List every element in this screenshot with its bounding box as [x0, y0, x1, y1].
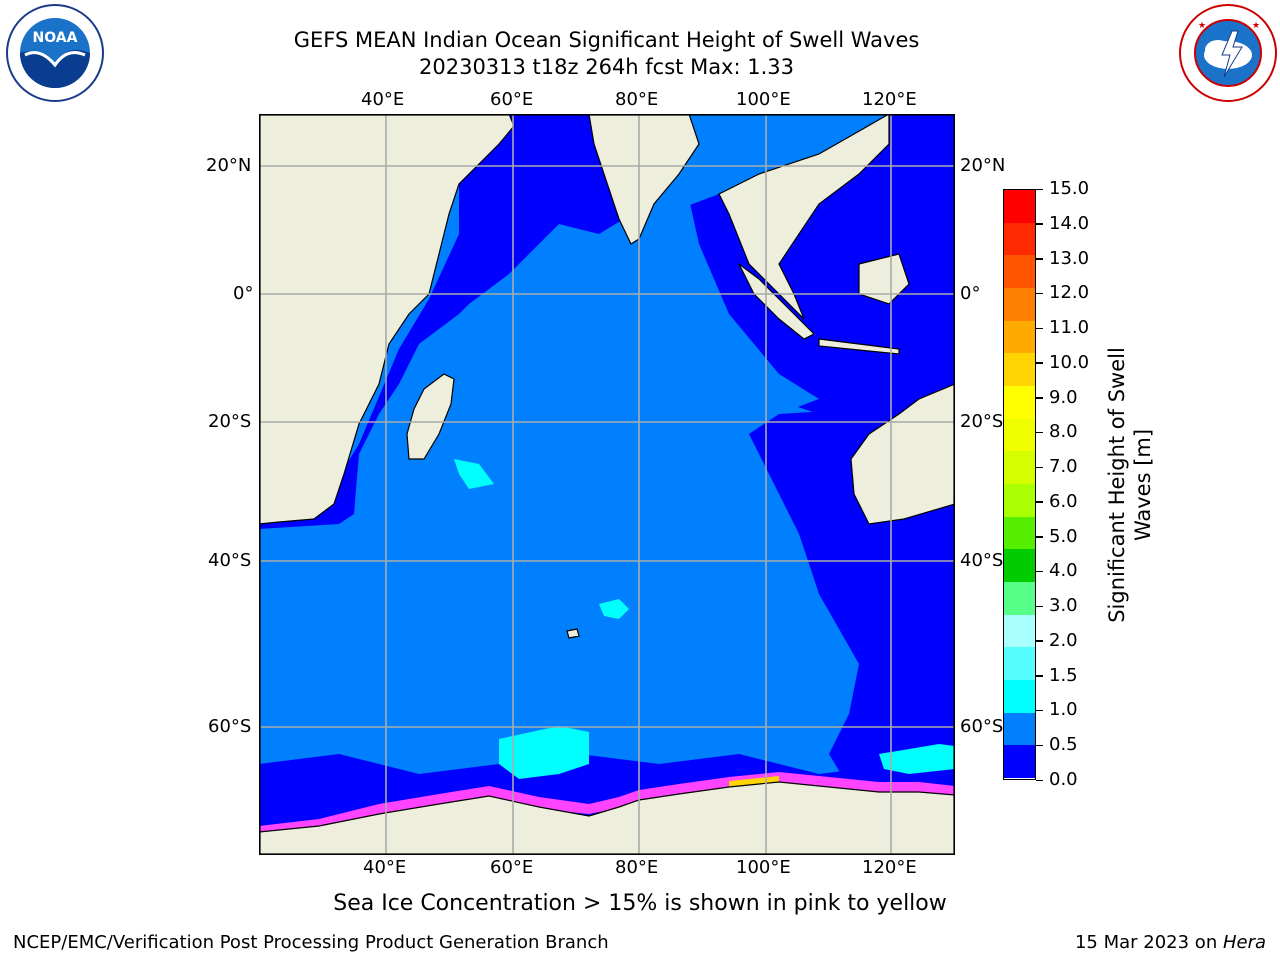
- colorbar-tick-label: 8.0: [1049, 421, 1078, 443]
- colorbar-tick-label: 0.5: [1049, 734, 1078, 756]
- colorbar-segment: [1004, 745, 1035, 779]
- colorbar-tick-mark: [1036, 466, 1043, 469]
- footer-host: Hera: [1222, 932, 1266, 953]
- colorbar-tick-mark: [1036, 188, 1043, 190]
- colorbar-tick-label: 0.0: [1049, 769, 1078, 790]
- colorbar-tick-label: 1.0: [1049, 699, 1078, 721]
- colorbar-tick-mark: [1036, 744, 1043, 747]
- colorbar-tick-label: 4.0: [1049, 560, 1078, 582]
- lon-tick-bottom-80e: 80°E: [615, 857, 659, 878]
- nws-logo: ★ ★: [1178, 3, 1278, 103]
- lon-tick-top-80e: 80°E: [615, 89, 659, 110]
- colorbar-ticks: 15.0 14.0 13.0 12.0 11.0 10.0 9.0 8.0 7.0 6.0 5.0 4…: [1036, 179, 1116, 790]
- colorbar-segment: [1004, 190, 1035, 224]
- colorbar-tick-mark: [1036, 605, 1043, 608]
- colorbar-tick-label: 3.0: [1049, 595, 1078, 617]
- colorbar-label-line2: Waves [m]: [1131, 428, 1155, 542]
- colorbar-segment: [1004, 451, 1035, 485]
- colorbar-tick-label: 13.0: [1049, 247, 1090, 269]
- colorbar-segment: [1004, 255, 1035, 289]
- colorbar-tick-mark: [1036, 640, 1043, 642]
- lat-tick-right-20n: 20°N: [960, 155, 1006, 176]
- footer-date: 15 Mar 2023 on: [1074, 932, 1223, 953]
- colorbar-segment: [1004, 647, 1035, 681]
- map-panel: [259, 114, 955, 855]
- colorbar-tick-mark: [1036, 570, 1043, 573]
- colorbar-tick-label: 1.5: [1049, 664, 1078, 686]
- lat-tick-right-0: 0°: [960, 283, 981, 304]
- map-gridlines: [259, 114, 955, 855]
- colorbar-tick-label: 11.0: [1049, 317, 1090, 339]
- colorbar-tick-mark: [1036, 675, 1043, 677]
- colorbar-tick-mark: [1036, 362, 1043, 364]
- colorbar-tick-label: 15.0: [1049, 178, 1090, 199]
- lat-tick-right-60s: 60°S: [960, 716, 1004, 737]
- colorbar-segment: [1004, 549, 1035, 583]
- colorbar-tick-label: 2.0: [1049, 629, 1078, 651]
- svg-text:★: ★: [1252, 21, 1260, 31]
- colorbar-tick-mark: [1036, 397, 1043, 399]
- colorbar-tick-label: 6.0: [1049, 490, 1078, 512]
- chart-title: GEFS MEAN Indian Ocean Significant Heigh…: [293, 28, 920, 52]
- footer-right: 15 Mar 2023 on Hera: [1075, 932, 1266, 954]
- lat-tick-right-40s: 40°S: [960, 550, 1004, 571]
- colorbar-segment: [1004, 222, 1035, 256]
- colorbar-tick-mark: [1036, 709, 1043, 712]
- colorbar-segment: [1004, 582, 1035, 616]
- noaa-logo: NOAA: [5, 3, 105, 103]
- colorbar-segment: [1004, 680, 1035, 714]
- colorbar-segment: [1004, 712, 1035, 746]
- colorbar-tick-mark: [1036, 223, 1043, 225]
- sea-ice-note: Sea Ice Concentration > 15% is shown in …: [333, 891, 947, 916]
- cyan-swell-patches: [454, 459, 955, 779]
- colorbar-tick-mark: [1036, 327, 1043, 330]
- lat-tick-left-0: 0°: [233, 283, 254, 304]
- lon-tick-top-120e: 120°E: [862, 89, 917, 110]
- lon-tick-top-60e: 60°E: [490, 89, 534, 110]
- colorbar-tick-mark: [1036, 431, 1043, 434]
- lon-tick-top-100e: 100°E: [736, 89, 791, 110]
- sea-ice-edge: [259, 772, 955, 836]
- colorbar-segment: [1004, 418, 1035, 452]
- colorbar: [1003, 189, 1036, 780]
- lon-tick-bottom-100e: 100°E: [736, 857, 791, 878]
- footer-left: NCEP/EMC/Verification Post Processing Pr…: [13, 932, 609, 953]
- lon-tick-top-40e: 40°E: [361, 89, 405, 110]
- lat-tick-left-20s: 20°S: [208, 411, 252, 432]
- colorbar-tick-label: 7.0: [1049, 456, 1078, 478]
- colorbar-tick-label: 5.0: [1049, 525, 1078, 547]
- svg-text:NOAA: NOAA: [33, 30, 78, 46]
- lon-tick-bottom-60e: 60°E: [490, 857, 534, 878]
- colorbar-tick-mark: [1036, 536, 1043, 538]
- lat-tick-left-60s: 60°S: [208, 716, 252, 737]
- lon-tick-bottom-120e: 120°E: [862, 857, 917, 878]
- colorbar-tick-mark: [1036, 292, 1043, 295]
- lat-tick-left-20n: 20°N: [206, 155, 252, 176]
- lat-tick-left-40s: 40°S: [208, 550, 252, 571]
- colorbar-segment: [1004, 288, 1035, 322]
- colorbar-segment: [1004, 484, 1035, 518]
- colorbar-tick-label: 12.0: [1049, 282, 1090, 304]
- colorbar-segment: [1004, 614, 1035, 648]
- colorbar-segment: [1004, 320, 1035, 354]
- colorbar-label-line1: Significant Height of Swell: [1105, 347, 1129, 623]
- colorbar-tick-mark: [1036, 501, 1043, 503]
- colorbar-segment: [1004, 516, 1035, 550]
- colorbar-tick-mark: [1036, 258, 1043, 260]
- colorbar-segment: [1004, 353, 1035, 387]
- colorbar-tick-label: 9.0: [1049, 386, 1078, 408]
- lat-tick-right-20s: 20°S: [960, 411, 1004, 432]
- colorbar-tick-label: 14.0: [1049, 212, 1090, 234]
- lon-tick-bottom-40e: 40°E: [363, 857, 407, 878]
- chart-subtitle: 20230313 t18z 264h fcst Max: 1.33: [419, 55, 794, 79]
- svg-text:★: ★: [1198, 21, 1206, 31]
- colorbar-tick-mark: [1036, 779, 1043, 781]
- colorbar-tick-label: 10.0: [1049, 351, 1090, 373]
- map-frame: [259, 114, 955, 855]
- colorbar-segment: [1004, 386, 1035, 420]
